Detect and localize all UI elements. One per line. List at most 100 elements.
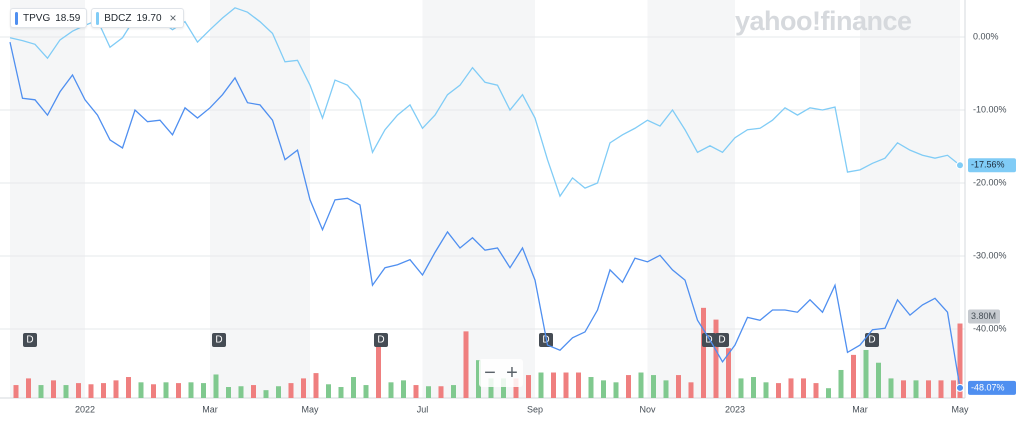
legend-swatch [96,11,100,25]
y-tick-label: 0.00% [973,31,999,41]
dividend-marker [865,333,879,347]
y-tick-label: -20.00% [973,177,1007,187]
volume-bar [876,362,881,398]
volume-bar [726,348,731,398]
volume-bar [63,385,69,398]
x-tick-label: Mar [202,404,218,414]
zoom-in-button[interactable]: + [506,361,518,384]
volume-bar [838,369,844,398]
volume-bar [776,383,781,398]
volume-bar [526,375,531,398]
volume-bar [138,382,144,398]
x-tick-label: May [951,404,969,414]
dividend-label: D [26,335,33,346]
x-tick-label: May [301,404,319,414]
volume-bar [813,383,819,398]
volume-bar [938,380,944,398]
volume-bar [26,378,31,398]
legend-chip[interactable]: TPVG 18.59 [10,8,88,28]
volume-bar [851,354,856,398]
price-line [9,41,961,389]
volume-bar [251,385,256,398]
volume-bar [663,380,669,398]
volume-bar [88,384,94,398]
volume-bar [476,360,481,398]
period-band [210,0,310,398]
dividend-label: D [718,335,725,346]
volume-bar [76,383,81,398]
volume-bar [826,388,831,398]
volume-bar [326,384,331,398]
volume-bar [438,386,444,398]
end-label-bg [968,158,1016,173]
volume-bar [301,378,306,398]
dividend-label: D [377,335,384,346]
volume-bar [38,385,44,398]
volume-bar [426,386,431,398]
volume-bar [388,382,394,398]
volume-bar [13,385,19,398]
volume-bar [238,386,244,398]
brand-logo: yahoo!finance [735,6,912,36]
y-tick-label: -30.00% [973,250,1007,260]
volume-bar [201,383,206,398]
x-tick-label: Jul [417,404,429,414]
volume-bar [588,377,594,398]
dividend-marker [374,333,388,347]
volume-bar [213,374,219,398]
volume-bar [738,378,744,398]
x-tick-label: Mar [852,404,868,414]
volume-bar [888,378,894,398]
legend: TPVG 18.59 BDCZ 19.70 × [10,8,184,28]
volume-bar [601,380,606,398]
end-dot [956,161,964,170]
x-tick-label: 2022 [75,404,95,414]
x-tick-label: Sep [527,404,543,414]
volume-bar [288,383,294,398]
legend-name: BDCZ [104,12,132,24]
period-band [647,0,735,398]
volume-bar [951,380,956,398]
y-tick-label: -40.00% [973,323,1007,333]
legend-chip[interactable]: BDCZ 19.70 × [91,8,184,28]
volume-bar [501,378,506,398]
zoom-controls: − + [479,359,523,387]
y-tick-label: -10.00% [973,104,1007,114]
close-button[interactable]: × [169,11,177,25]
volume-bar [376,335,381,398]
volume-bar [413,385,419,398]
period-band [422,0,535,398]
x-tick-label: 2023 [725,404,745,414]
legend-swatch [15,11,18,25]
period-band [10,0,85,398]
volume-bar [163,382,169,398]
volume-bar [576,372,581,398]
volume-bar [713,319,719,398]
volume-bar [926,380,931,398]
volume-bar [176,383,181,398]
dividend-marker [715,333,729,347]
volume-bar [701,307,706,398]
volume-bar [463,331,469,398]
volume-bar [538,372,544,398]
volume-bar [763,382,769,398]
dividend-label: D [705,335,712,346]
dividend-label: D [868,335,875,346]
dividend-marker [23,333,37,347]
volume-bar [101,383,106,398]
volume-bar [226,387,231,398]
volume-bar [126,377,131,398]
volume-bar [801,378,806,398]
zoom-out-button[interactable]: − [484,361,496,384]
volume-bar [901,380,906,398]
legend-name: TPVG [23,12,51,24]
volume-bar [151,384,156,398]
x-tick-label: Nov [639,404,656,414]
volume-bar [188,382,194,398]
volume-bar [676,375,681,398]
volume-bar [363,385,369,398]
legend-price: 19.70 [136,12,162,24]
volume-bar [51,380,56,398]
volume-bar [613,382,619,398]
